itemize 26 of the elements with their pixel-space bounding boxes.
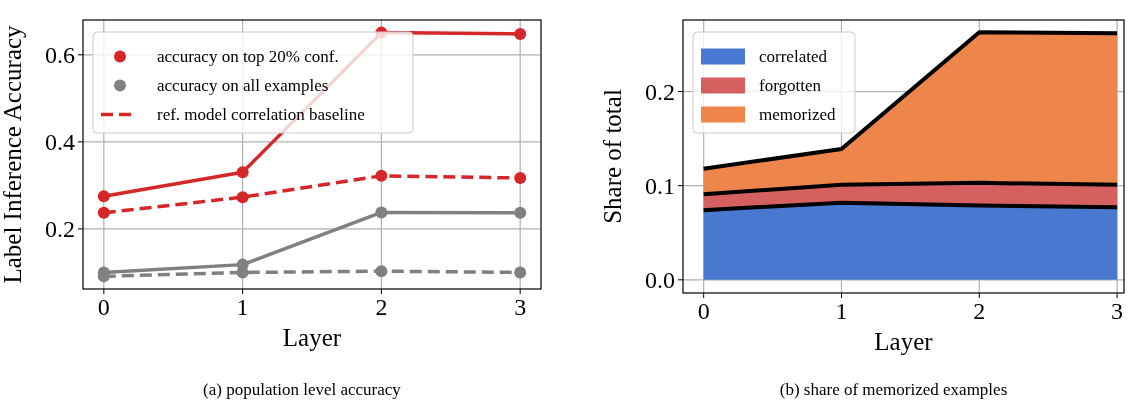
y-axis-title: Share of total [599,89,626,224]
x-axis-title: Layer [282,324,342,351]
legend-label: memorized [759,105,836,125]
legend-label: ref. model correlation baseline [157,105,365,125]
legend-label: correlated [759,47,828,67]
legend-label: accuracy on top 20% conf. [157,47,339,67]
text: (a) population level accuracy [203,380,402,399]
legend-label: accuracy on all examples [157,76,329,96]
text: (b) share of memorized examples [779,380,1008,399]
x-tick-label: 0 [97,294,110,320]
y-tick-label: 0.4 [45,129,75,156]
legend-label: forgotten [759,76,822,96]
x-tick-label: 2 [375,294,388,320]
x-axis-title: Layer [874,328,934,355]
y-tick-label: 0.1 [645,173,675,200]
y-tick-label: 0.6 [45,42,75,69]
x-tick-label: 0 [697,298,710,324]
y-tick-label: 0.2 [45,216,75,243]
y-tick-label: 0.0 [645,267,675,294]
x-tick-label: 3 [514,294,527,320]
y-tick-label: 0.2 [645,78,675,105]
x-tick-label: 3 [1111,298,1124,324]
x-tick-label: 1 [835,298,848,324]
x-tick-label: 2 [973,298,986,324]
x-tick-label: 1 [236,294,249,320]
y-axis-title: Label Inference Accuracy [0,24,26,284]
